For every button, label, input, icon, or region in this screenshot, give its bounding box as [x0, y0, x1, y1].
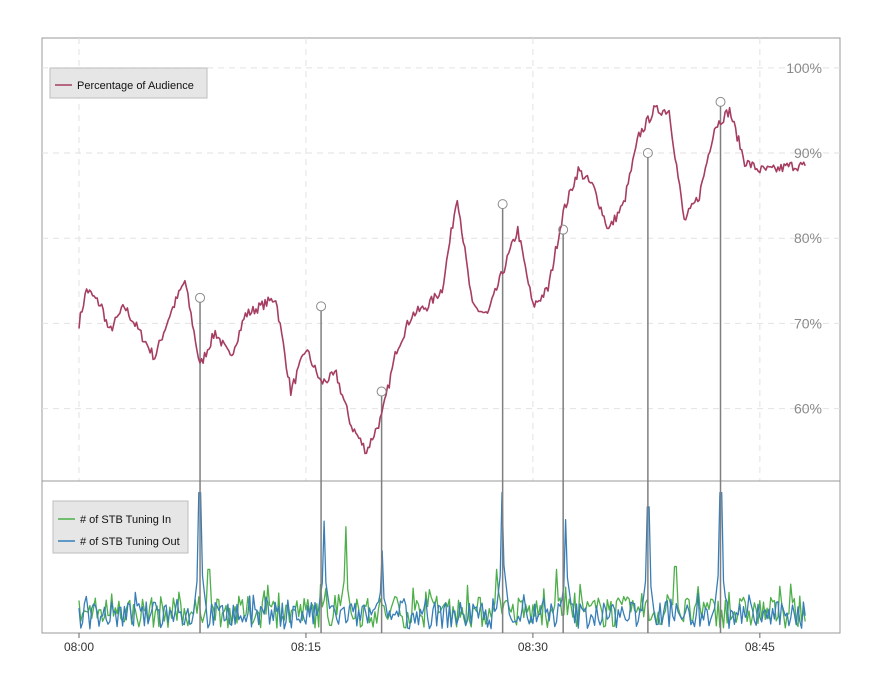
x-tick-label-0: 08:00 [64, 640, 94, 654]
y-tick-label-2: 80% [794, 230, 822, 246]
x-tick-label-2: 08:30 [518, 640, 548, 654]
legend-top-box [49, 67, 208, 99]
event-marker-6 [715, 96, 726, 107]
legend-bottom-box [52, 500, 189, 554]
x-tick-label-1: 08:15 [291, 640, 321, 654]
event-lines [199, 105, 722, 633]
legend-bottom: # of STB Tuning In # of STB Tuning Out [52, 500, 189, 554]
x-tick-label-3: 08:45 [745, 640, 775, 654]
y-tick-label-1: 70% [794, 315, 822, 331]
x-axis: 08:00 08:15 08:30 08:45 [64, 633, 775, 654]
event-marker-2 [376, 386, 387, 397]
event-marker-4 [558, 224, 569, 235]
y-tick-label-3: 90% [794, 145, 822, 161]
legend-bottom-label-1: # of STB Tuning Out [80, 536, 180, 548]
event-marker-3 [497, 199, 508, 210]
top-panel-frame [41, 37, 841, 482]
legend-top: Percentage of Audience [49, 67, 208, 99]
event-marker-1 [316, 301, 327, 312]
audience-panel: 60% 70% 80% 90% 100% [41, 37, 841, 482]
event-marker-5 [642, 148, 653, 159]
top-y-ticks: 60% 70% 80% 90% 100% [786, 60, 822, 417]
top-line-layer [78, 104, 806, 455]
y-tick-label-4: 100% [786, 60, 822, 76]
audience-line [78, 104, 806, 455]
event-marker-0 [195, 292, 206, 303]
legend-top-label-0: Percentage of Audience [77, 80, 194, 92]
legend-bottom-label-0: # of STB Tuning In [80, 514, 171, 526]
y-tick-label-0: 60% [794, 401, 822, 417]
top-markers [195, 96, 726, 397]
